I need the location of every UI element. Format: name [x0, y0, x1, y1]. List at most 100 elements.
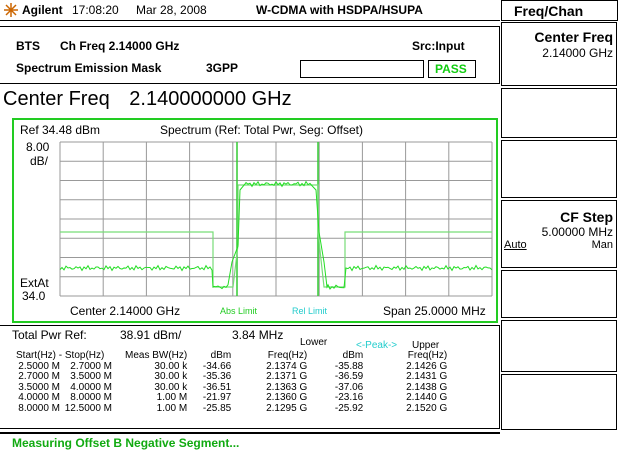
- graph-frame: [12, 118, 498, 323]
- total-power-label: Total Pwr Ref:: [12, 328, 87, 342]
- rel-limit-legend: Rel Limit: [292, 306, 328, 316]
- scale-unit: dB/: [30, 154, 49, 168]
- softkey-label: Center Freq: [534, 29, 613, 45]
- graph-title: Spectrum (Ref: Total Pwr, Seg: Offset): [160, 123, 363, 137]
- softkey-cf-step[interactable]: CF Step 5.00000 MHz Auto Man: [501, 200, 617, 268]
- upper-peak-freq: 2.1426 G: [406, 360, 448, 372]
- ext-att-label: ExtAt: [20, 276, 49, 290]
- mode: W-CDMA with HSDPA/HSUPA: [256, 3, 423, 17]
- reference-level: Ref 34.48 dBm: [20, 123, 101, 137]
- spectrum-plot: [59, 141, 493, 297]
- upper-peak-dbm: -23.16: [334, 392, 364, 403]
- upper-peak-dbm: -25.92: [334, 402, 364, 414]
- result-box: PASS: [428, 60, 476, 78]
- start-frequency: 2.7000 M: [18, 371, 60, 382]
- active-function: Center Freq 2.140000000 GHz: [3, 88, 292, 111]
- agilent-logo: [4, 3, 18, 17]
- column-header: Freq(Hz): [267, 350, 308, 361]
- results-table: Start(Hz) - Stop(Hz) Meas BW(Hz) dBm Freq(H…: [14, 350, 449, 415]
- upper-peak-dbm: -36.59: [334, 371, 364, 382]
- softkey-value: 5.00000 MHz: [541, 225, 613, 239]
- date: Mar 28, 2008: [136, 3, 207, 17]
- softkey-option-auto: Auto: [504, 239, 527, 251]
- result-row: 2.5000 M 2.7000 M 30.00 k -34.66 2.1374 G -35…: [14, 360, 449, 373]
- menu-title: Freq/Chan: [514, 3, 584, 19]
- status-bar: Measuring Offset B Negative Segment...: [0, 432, 500, 450]
- info-panel: BTS Ch Freq 2.14000 GHz Src:Input Spectr…: [0, 26, 500, 84]
- span: Span 25.0000 MHz: [383, 304, 486, 318]
- lower-peak-freq: 2.1363 G: [266, 381, 308, 393]
- upper-peak-dbm: -35.88: [334, 360, 364, 372]
- lower-peak-dbm: -25.85: [202, 402, 232, 414]
- result: PASS: [435, 62, 467, 76]
- results-panel: Total Pwr Ref: 38.91 dBm/ 3.84 MHz Lower…: [0, 325, 500, 429]
- abs-limit-legend: Abs Limit: [220, 306, 258, 316]
- channel-frequency: Ch Freq 2.14000 GHz: [60, 39, 180, 53]
- scale: 8.00: [26, 140, 50, 154]
- bandwidth: 3.84 MHz: [232, 328, 284, 342]
- spectrum-trace: [59, 180, 493, 290]
- stop-frequency: 8.0000 M: [70, 392, 112, 403]
- result-row: 4.0000 M 8.0000 M 1.00 M -21.97 2.1360 G -23.…: [14, 392, 449, 404]
- upper-peak-freq: 2.1438 G: [406, 381, 448, 393]
- softkey-empty[interactable]: [501, 270, 617, 318]
- softkey-empty[interactable]: [501, 374, 617, 430]
- lower-peak-freq: 2.1295 G: [266, 402, 308, 414]
- menu-title-box: Freq/Chan: [501, 0, 618, 21]
- result-row: 3.5000 M 4.0000 M 30.00 k -36.51 2.1363 G -37…: [14, 381, 449, 394]
- lower-peak-freq: 2.1374 G: [266, 360, 308, 372]
- start-frequency: 3.5000 M: [18, 381, 60, 393]
- ext-att: 34.0: [22, 289, 46, 303]
- time: 17:08:20: [72, 3, 119, 17]
- stop-frequency: 3.5000 M: [70, 371, 112, 382]
- input-field: [300, 60, 424, 78]
- upper-peak-freq: 2.1520 G: [406, 402, 448, 414]
- column-header: Start(Hz) - Stop(Hz): [16, 350, 105, 361]
- softkey-label: CF Step: [560, 209, 613, 225]
- start-frequency: 4.0000 M: [18, 392, 60, 403]
- source: Src:Input: [412, 39, 465, 53]
- start-frequency: 8.0000 M: [18, 402, 60, 414]
- brand: Agilent: [22, 3, 63, 17]
- top-bar: Agilent 17:08:20 Mar 28, 2008 W-CDMA wit…: [0, 0, 500, 21]
- range: 2.7000 M 3.5000 M: [14, 371, 123, 383]
- range: 8.0000 M 12.5000 M: [14, 402, 123, 415]
- column-header: dBm: [342, 350, 364, 361]
- upper-peak-freq: 2.1440 G: [406, 392, 448, 403]
- range: 4.0000 M 8.0000 M: [14, 392, 123, 404]
- meas-bw: 1.00 M: [156, 392, 188, 403]
- station: BTS: [16, 39, 40, 53]
- peak-label: <-Peak->: [356, 340, 398, 351]
- start-frequency: 2.5000 M: [18, 360, 60, 372]
- center-frequency: Center 2.14000 GHz: [70, 304, 181, 318]
- softkey-empty[interactable]: [501, 320, 617, 372]
- measurement: Spectrum Emission Mask: [16, 61, 162, 75]
- lower-peak-dbm: -34.66: [202, 360, 232, 372]
- meas-bw: 30.00 k: [154, 360, 188, 372]
- meas-bw: 30.00 k: [154, 371, 188, 382]
- header-row: Start(Hz) - Stop(Hz) Meas BW(Hz) dBm Freq(H…: [14, 350, 449, 362]
- column-header: Freq(Hz): [407, 350, 448, 361]
- stop-frequency: 2.7000 M: [70, 360, 112, 372]
- range: 3.5000 M 4.0000 M: [14, 381, 123, 394]
- column-header: dBm: [210, 350, 232, 361]
- softkey-empty[interactable]: [501, 140, 617, 198]
- status-message: Measuring Offset B Negative Segment...: [12, 436, 240, 450]
- lower-peak-freq: 2.1371 G: [266, 371, 308, 382]
- softkey-center-freq[interactable]: Center Freq 2.14000 GHz: [501, 22, 617, 86]
- active-function-label: Center Freq: [3, 88, 110, 110]
- result-row: 2.7000 M 3.5000 M 30.00 k -35.36 2.1371 G -36…: [14, 371, 449, 383]
- lower-peak-dbm: -36.51: [202, 381, 232, 393]
- softkey-value: 2.14000 GHz: [542, 46, 613, 60]
- meas-bw: 1.00 M: [156, 402, 188, 414]
- softkey-empty[interactable]: [501, 88, 617, 138]
- meas-bw: 30.00 k: [154, 381, 188, 393]
- active-function-value: 2.140000000 GHz: [129, 88, 292, 110]
- range: 2.5000 M 2.7000 M: [14, 360, 123, 373]
- lower-peak-dbm: -35.36: [202, 371, 232, 382]
- result-row: 8.0000 M 12.5000 M 1.00 M -25.85 2.1295 G -25…: [14, 402, 449, 415]
- lower-peak-dbm: -21.97: [202, 392, 232, 403]
- softkey-option-man: Man: [591, 239, 613, 251]
- lower-peak-freq: 2.1360 G: [266, 392, 308, 403]
